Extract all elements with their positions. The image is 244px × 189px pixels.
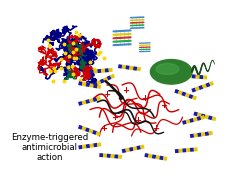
Text: +: +	[152, 124, 160, 133]
Ellipse shape	[150, 60, 192, 84]
Text: +: +	[100, 124, 107, 133]
Text: +: +	[134, 116, 141, 125]
Ellipse shape	[156, 64, 179, 74]
Text: +: +	[103, 90, 111, 99]
Text: Enzyme-triggered
antimicrobial
action: Enzyme-triggered antimicrobial action	[11, 132, 88, 162]
Text: +: +	[141, 94, 148, 103]
Text: +: +	[122, 86, 129, 95]
Text: +: +	[111, 113, 118, 122]
Text: +: +	[160, 101, 167, 110]
